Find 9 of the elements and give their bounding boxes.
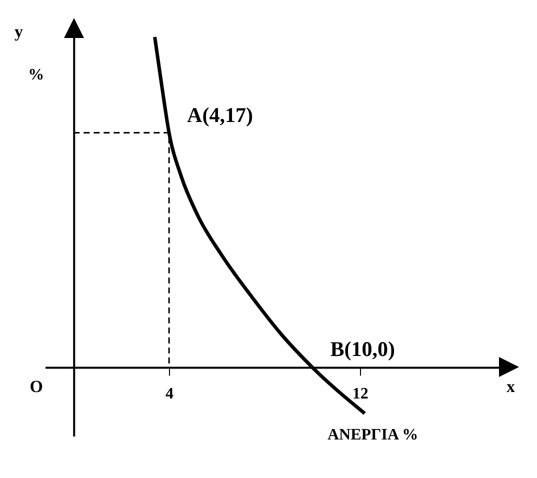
x-axis-title: ΑΝΕΡΓΙΑ %: [328, 426, 418, 444]
annotation: A(4,17): [187, 102, 253, 127]
x-tick-label: 4: [166, 386, 174, 403]
x-tick-label: 12: [352, 386, 368, 403]
y-axis-title: %: [28, 66, 44, 84]
text: y: [14, 22, 24, 41]
annotation: B(10,0): [330, 337, 395, 362]
text: O: [30, 377, 43, 396]
annotation: x: [506, 377, 516, 396]
